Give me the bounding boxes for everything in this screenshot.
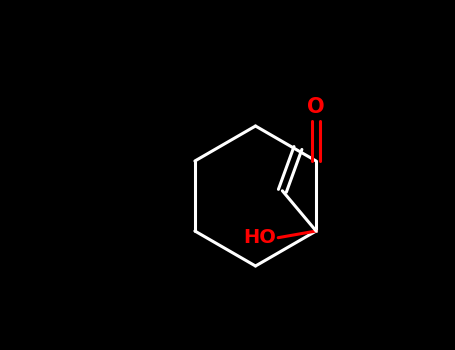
Text: O: O [307,97,325,117]
Text: HO: HO [243,228,277,247]
